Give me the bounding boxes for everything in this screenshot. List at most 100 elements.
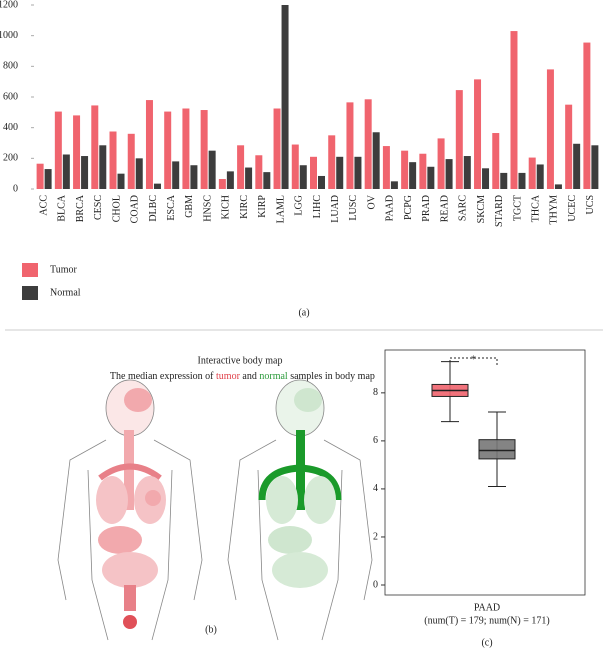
bar	[245, 167, 253, 189]
subtitle-part: tumor	[216, 371, 241, 382]
bar	[346, 102, 354, 189]
bar	[583, 42, 591, 189]
x-tick-label: STARD	[494, 195, 505, 227]
x-tick-label: KIRC	[239, 195, 250, 219]
x-tick-label: THYM	[549, 195, 560, 225]
bar	[99, 145, 107, 189]
bar	[482, 168, 490, 189]
x-tick-label: LAML	[275, 195, 286, 223]
x-tick-label: LUSC	[348, 195, 359, 221]
bar	[455, 90, 463, 189]
bar	[273, 108, 281, 189]
bar	[237, 145, 245, 189]
bar	[336, 156, 344, 189]
bar	[536, 164, 544, 189]
legend-label: Tumor	[50, 264, 78, 275]
bar	[200, 110, 208, 189]
bar	[127, 133, 135, 189]
subtitle-part: The median expression of	[110, 371, 216, 382]
y-tick-label: 400	[3, 122, 18, 133]
y-tick-label: 6	[373, 435, 378, 446]
bar	[73, 115, 81, 189]
x-label: PAAD	[474, 602, 500, 613]
bar	[62, 154, 70, 189]
subtitle-part: samples in body map	[288, 371, 375, 382]
bar	[437, 138, 445, 189]
x-tick-label: LGG	[294, 195, 305, 216]
bar	[190, 165, 198, 189]
subtitle-part: normal	[259, 371, 288, 382]
x-tick-label: PRAD	[421, 195, 432, 222]
bar	[364, 99, 372, 189]
x-tick-label: READ	[439, 195, 450, 222]
bar	[409, 162, 417, 189]
legend-swatch	[22, 263, 38, 277]
x-tick-label: CESC	[93, 195, 104, 220]
y-tick-label: 8	[373, 387, 378, 398]
bar	[291, 144, 299, 189]
bar	[390, 181, 398, 189]
x-tick-label: OV	[366, 194, 377, 209]
body-map-title: Interactive body map	[198, 355, 283, 366]
x-tick-label: BLCA	[57, 194, 68, 221]
bar	[401, 150, 409, 189]
subtitle-part: and	[240, 371, 259, 382]
legend-label: Normal	[50, 287, 81, 298]
y-tick-label: 0	[373, 579, 378, 590]
bar	[565, 104, 573, 189]
y-tick-label: 4	[373, 483, 378, 494]
bar	[164, 111, 172, 189]
bar	[54, 111, 62, 189]
x-tick-label: HNSC	[202, 195, 213, 222]
bar	[153, 183, 161, 189]
bar	[44, 169, 52, 189]
x-tick-label: SKCM	[476, 195, 487, 223]
y-tick-label: 2	[373, 531, 378, 542]
bar	[109, 131, 117, 189]
bar	[226, 171, 234, 189]
bar	[492, 133, 500, 189]
y-tick-label: 200	[3, 153, 18, 164]
x-tick-label: THCA	[531, 194, 542, 222]
x-tick-label: COAD	[130, 195, 141, 223]
box-frame	[384, 349, 586, 596]
bar	[117, 173, 125, 189]
bar	[518, 172, 526, 189]
bar	[474, 79, 482, 189]
bar	[208, 150, 216, 189]
x-tick-label: TGCT	[512, 195, 523, 221]
x-tick-label: CHOL	[111, 195, 122, 222]
panel-label: (a)	[298, 307, 309, 318]
bar	[419, 153, 427, 189]
bar	[81, 156, 89, 189]
bar	[135, 158, 143, 189]
bar	[182, 108, 190, 189]
bar	[281, 5, 289, 189]
bar	[328, 135, 336, 189]
x-tick-label: PAAD	[385, 195, 396, 221]
x-tick-label: GBM	[184, 195, 195, 218]
bar	[382, 146, 390, 189]
bar	[510, 31, 518, 189]
bar	[145, 100, 153, 189]
y-tick-label: 600	[3, 91, 18, 102]
significance-bracket	[449, 357, 498, 366]
bar	[263, 172, 271, 189]
bar	[463, 156, 471, 189]
legend-swatch	[22, 286, 38, 300]
bar	[372, 132, 380, 189]
body-normal	[227, 379, 373, 641]
bar	[91, 105, 99, 189]
bar	[310, 156, 317, 189]
box	[478, 439, 516, 460]
y-tick-label: 0	[13, 183, 18, 194]
x-label-note: (num(T) = 179; num(N) = 171)	[424, 615, 549, 626]
x-tick-label: BRCA	[75, 194, 86, 222]
x-tick-label: UCS	[585, 195, 596, 214]
x-tick-label: ESCA	[166, 194, 177, 220]
y-tick-label: 1200	[0, 0, 18, 10]
x-tick-label: PCPG	[403, 195, 414, 220]
body-tumor	[57, 379, 203, 641]
bar	[500, 172, 508, 189]
